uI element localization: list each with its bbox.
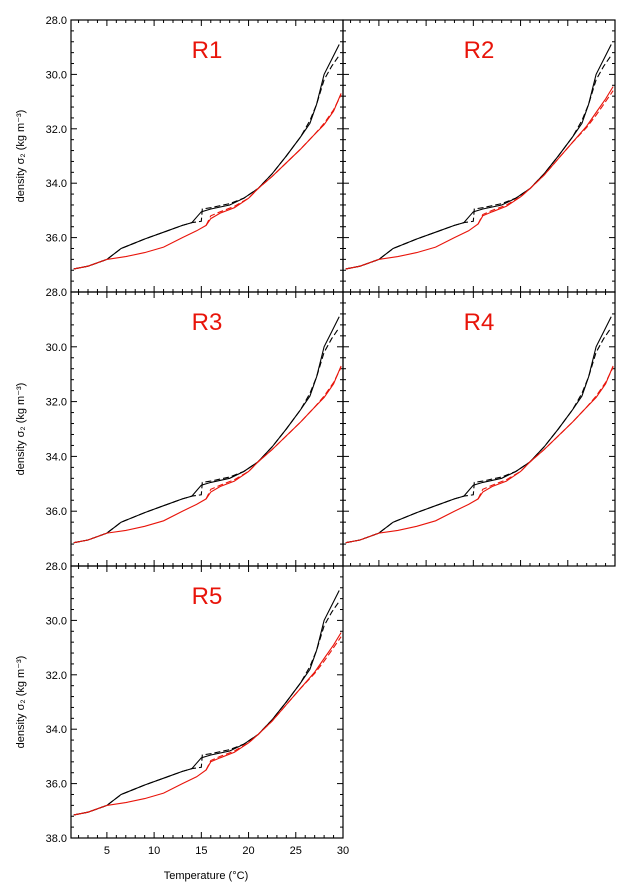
x-tick-label: 30: [337, 845, 349, 857]
y-tick-label: 38.0: [46, 833, 67, 845]
y-tick-label: 36.0: [46, 506, 67, 518]
series-line-1: [345, 44, 612, 270]
series-line-3: [73, 93, 342, 270]
series-line-4: [205, 367, 342, 500]
series-line-4: [477, 90, 614, 225]
plot-frame: [342, 291, 616, 567]
panel-r4: R4: [342, 291, 616, 567]
panel-r2: R2: [342, 19, 616, 293]
series-line-2: [73, 601, 340, 816]
series-line-3: [73, 365, 342, 544]
panel-label: R5: [192, 583, 223, 610]
panel-label: R4: [464, 309, 495, 336]
panels-layer: 28.0 30.0 32.0 34.0 36.0 density σ₂ (kg m⁻³) R…: [15, 15, 616, 857]
y-tick-label: 30.0: [46, 342, 67, 354]
panel-label: R1: [192, 37, 223, 64]
panel-r3: 28.0 30.0 32.0 34.0 36.0 density σ₂ (kg m⁻³) R…: [15, 287, 344, 567]
plot-frame: [70, 565, 344, 839]
series-line-2: [73, 327, 340, 544]
series-line-3: [73, 632, 342, 816]
x-axis-title: Temperature (°C): [164, 870, 248, 882]
y-tick-label: 30.0: [46, 615, 67, 627]
panel-label: R3: [192, 309, 223, 336]
x-tick-label: 10: [148, 845, 160, 857]
y-tick-label: 36.0: [46, 233, 67, 245]
series-line-3: [345, 365, 614, 544]
series-line-3: [345, 86, 614, 270]
series-line-2: [345, 327, 612, 544]
y-tick-label: 28.0: [46, 561, 67, 573]
panel-r5: 28.0 30.0 32.0 34.0 36.0 38.0 5 10 15 20 25 30 densi…: [15, 561, 349, 857]
y-tick-label: 30.0: [46, 69, 67, 81]
series-line-2: [73, 55, 340, 270]
panel-label: R2: [464, 37, 495, 64]
y-tick-label: 34.0: [46, 451, 67, 463]
x-tick-label: 5: [104, 845, 110, 857]
series-line-1: [73, 316, 340, 544]
series-line-1: [73, 590, 340, 816]
x-tick-label: 25: [290, 845, 302, 857]
y-tick-label: 32.0: [46, 670, 67, 682]
y-axis-title: density σ₂ (kg m⁻³): [15, 383, 27, 476]
y-axis-title: density σ₂ (kg m⁻³): [15, 656, 27, 749]
series-line-4: [477, 367, 614, 500]
y-tick-label: 34.0: [46, 178, 67, 190]
series-line-2: [345, 55, 612, 270]
y-tick-label: 34.0: [46, 724, 67, 736]
y-tick-label: 32.0: [46, 124, 67, 136]
x-tick-label: 15: [195, 845, 207, 857]
series-line-1: [73, 44, 340, 270]
y-axis-title: density σ₂ (kg m⁻³): [15, 110, 27, 203]
y-tick-label: 28.0: [46, 287, 67, 299]
y-tick-label: 32.0: [46, 397, 67, 409]
y-tick-label: 36.0: [46, 779, 67, 791]
x-tick-label: 20: [242, 845, 254, 857]
panel-r1: 28.0 30.0 32.0 34.0 36.0 density σ₂ (kg m⁻³) R…: [15, 15, 344, 293]
y-tick-label: 28.0: [46, 15, 67, 27]
series-line-4: [205, 636, 342, 771]
series-line-4: [205, 94, 342, 226]
series-line-1: [345, 316, 612, 544]
